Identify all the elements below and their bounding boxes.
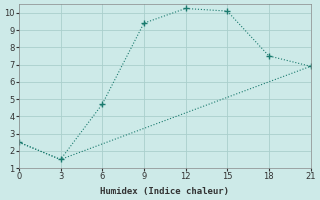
X-axis label: Humidex (Indice chaleur): Humidex (Indice chaleur) [100, 187, 229, 196]
